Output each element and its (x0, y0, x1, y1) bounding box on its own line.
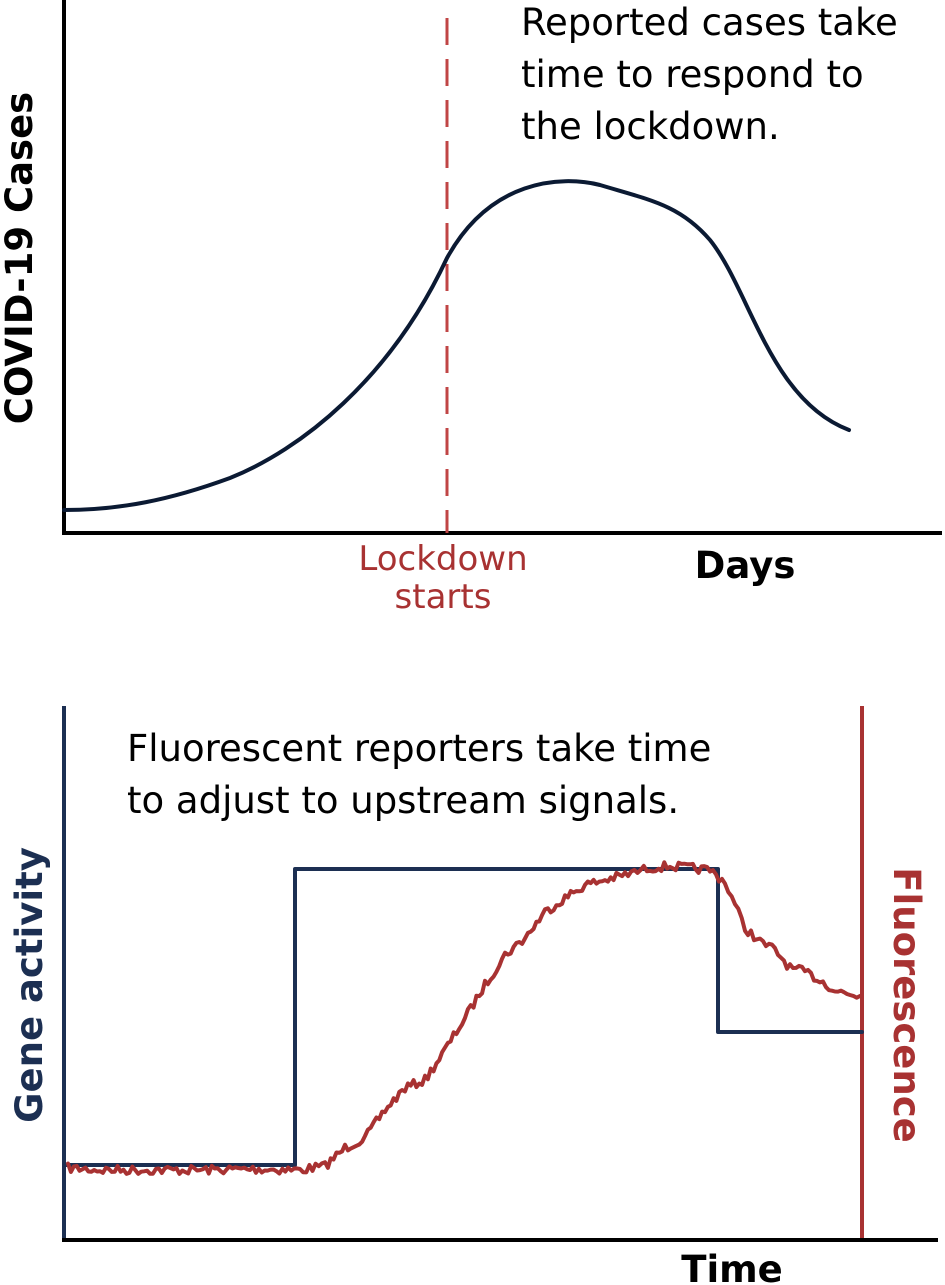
top-y-axis-label: COVID-19 Cases (0, 92, 41, 424)
top-x-axis-label: Days (695, 544, 796, 587)
time-axis-label: Time (681, 1248, 783, 1285)
bottom-panel: Gene activity Fluorescence Time Fluoresc… (8, 706, 938, 1285)
bottom-annotation-line-1: Fluorescent reporters take time (127, 727, 711, 770)
fluorescence-noisy-line (66, 860, 862, 1176)
gene-activity-label: Gene activity (8, 847, 51, 1123)
gene-activity-step-line (62, 867, 864, 1167)
fluorescence-label: Fluorescence (885, 867, 928, 1142)
lockdown-label-line-1: Lockdown (358, 539, 527, 579)
bottom-annotation-line-2: to adjust to upstream signals. (127, 779, 679, 822)
top-annotation-line-2: time to respond to (521, 53, 864, 96)
top-panel: COVID-19 Cases Days Reported cases take … (0, 0, 942, 617)
lockdown-label: Lockdown starts (358, 539, 527, 617)
bottom-annotation: Fluorescent reporters take time to adjus… (127, 727, 711, 822)
covid-cases-curve (62, 179, 851, 512)
top-annotation: Reported cases take time to respond to t… (521, 1, 898, 148)
lockdown-label-line-2: starts (395, 577, 492, 617)
top-annotation-line-3: the lockdown. (521, 105, 780, 148)
top-annotation-line-1: Reported cases take (521, 1, 898, 44)
